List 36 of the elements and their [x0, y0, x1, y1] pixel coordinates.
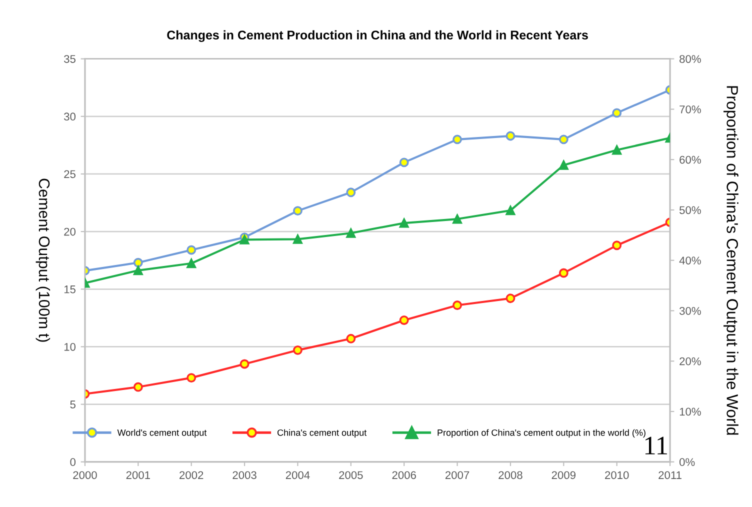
- y2-tick-label: 30%: [679, 306, 701, 315]
- x-tick-label: 2008: [498, 471, 522, 480]
- y2-tick-label: 60%: [680, 156, 701, 164]
- x-tick-label: 2004: [286, 471, 310, 480]
- legend-label: China's cement output: [278, 429, 367, 438]
- y2-tick-label: 10%: [680, 408, 701, 416]
- x-tick-label: 2007: [445, 471, 470, 480]
- y-tick-label: 35: [64, 55, 76, 63]
- x-tick-label: 2006: [392, 471, 416, 480]
- x-tick-label: 2001: [126, 471, 150, 480]
- x-tick-label: 2010: [605, 471, 629, 480]
- x-tick-label: 2003: [232, 471, 256, 480]
- x-tick-label: 2002: [180, 471, 204, 480]
- y-tick-label: 30: [64, 112, 76, 121]
- y2-axis-title: Proportion of China's Cement Output in the World: [724, 86, 738, 435]
- y-tick-label: 10: [64, 342, 76, 351]
- legend-label: Proportion of China's cement output in the world (%): [438, 429, 646, 438]
- y2-tick-label: 0%: [679, 458, 695, 466]
- legend-label: World's cement output: [117, 429, 207, 438]
- y2-tick-label: 40%: [679, 256, 701, 264]
- y-tick-label: 20: [64, 228, 76, 236]
- y-tick-label: 5: [70, 400, 76, 408]
- annotation: 11: [645, 436, 667, 454]
- y-tick-label: 25: [64, 170, 76, 178]
- y-tick-label: 0: [70, 458, 76, 466]
- chart-title: Changes in Cement Production in China and the World in Recent Years: [167, 30, 588, 42]
- y2-tick-label: 20%: [680, 357, 701, 366]
- x-tick-label: 2000: [73, 471, 97, 480]
- y-tick-label: 15: [64, 286, 76, 294]
- x-tick-label: 2009: [552, 471, 576, 480]
- y-axis-title: Cement Output (100m t): [36, 178, 50, 342]
- x-tick-label: 2011: [658, 471, 682, 480]
- y2-tick-label: 50%: [680, 206, 701, 214]
- x-tick-label: 2005: [339, 471, 363, 480]
- y2-tick-label: 80%: [680, 55, 701, 63]
- y2-tick-label: 70%: [680, 105, 701, 114]
